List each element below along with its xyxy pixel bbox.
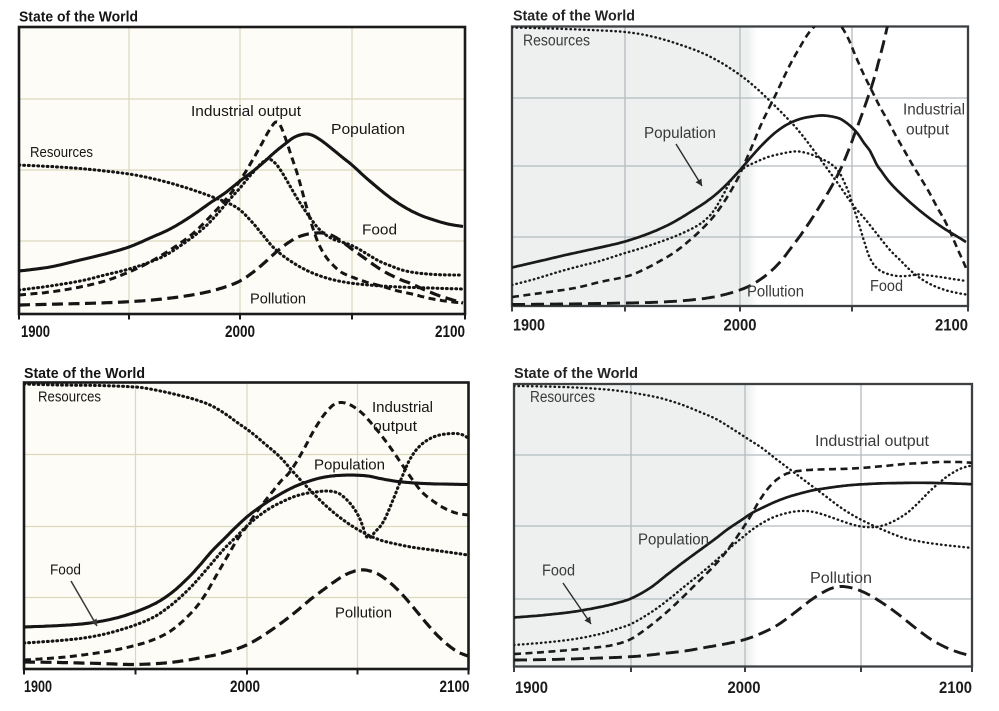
svg-text:Population: Population [644, 125, 716, 142]
svg-text:State of the World: State of the World [19, 9, 138, 26]
svg-text:Food: Food [362, 222, 397, 239]
svg-text:1900: 1900 [24, 678, 52, 696]
svg-text:Resources: Resources [530, 389, 595, 406]
svg-text:2000: 2000 [225, 323, 255, 341]
svg-text:Industrial output: Industrial output [191, 103, 302, 120]
svg-text:2100: 2100 [935, 316, 968, 335]
svg-text:Resources: Resources [523, 33, 590, 50]
svg-text:1900: 1900 [21, 323, 50, 341]
svg-text:Population: Population [314, 457, 385, 474]
svg-text:output: output [373, 418, 418, 435]
svg-text:2100: 2100 [939, 678, 972, 697]
svg-text:State of the World: State of the World [513, 8, 635, 25]
svg-text:2000: 2000 [230, 678, 260, 696]
svg-text:Food: Food [50, 562, 81, 579]
svg-text:output: output [906, 122, 950, 139]
svg-text:Population: Population [638, 532, 709, 549]
svg-text:1900: 1900 [513, 316, 545, 335]
svg-text:Resources: Resources [38, 389, 101, 406]
svg-text:Pollution: Pollution [335, 605, 392, 622]
svg-text:Industrial: Industrial [372, 399, 433, 416]
svg-text:Resources: Resources [30, 144, 93, 161]
svg-text:Industrial: Industrial [903, 102, 965, 119]
svg-text:Food: Food [542, 563, 575, 580]
svg-text:Population: Population [331, 121, 405, 138]
svg-text:Food: Food [870, 278, 903, 295]
svg-text:Pollution: Pollution [810, 570, 872, 587]
svg-text:2100: 2100 [440, 678, 470, 696]
svg-text:2100: 2100 [435, 323, 465, 341]
svg-text:2000: 2000 [728, 678, 761, 697]
svg-text:State of the World: State of the World [24, 365, 145, 382]
svg-text:Industrial output: Industrial output [815, 433, 930, 450]
svg-text:2000: 2000 [724, 316, 757, 335]
svg-text:1900: 1900 [515, 678, 548, 697]
svg-text:Pollution: Pollution [747, 284, 804, 301]
svg-text:State of the World: State of the World [514, 365, 638, 382]
svg-text:Pollution: Pollution [250, 291, 306, 308]
